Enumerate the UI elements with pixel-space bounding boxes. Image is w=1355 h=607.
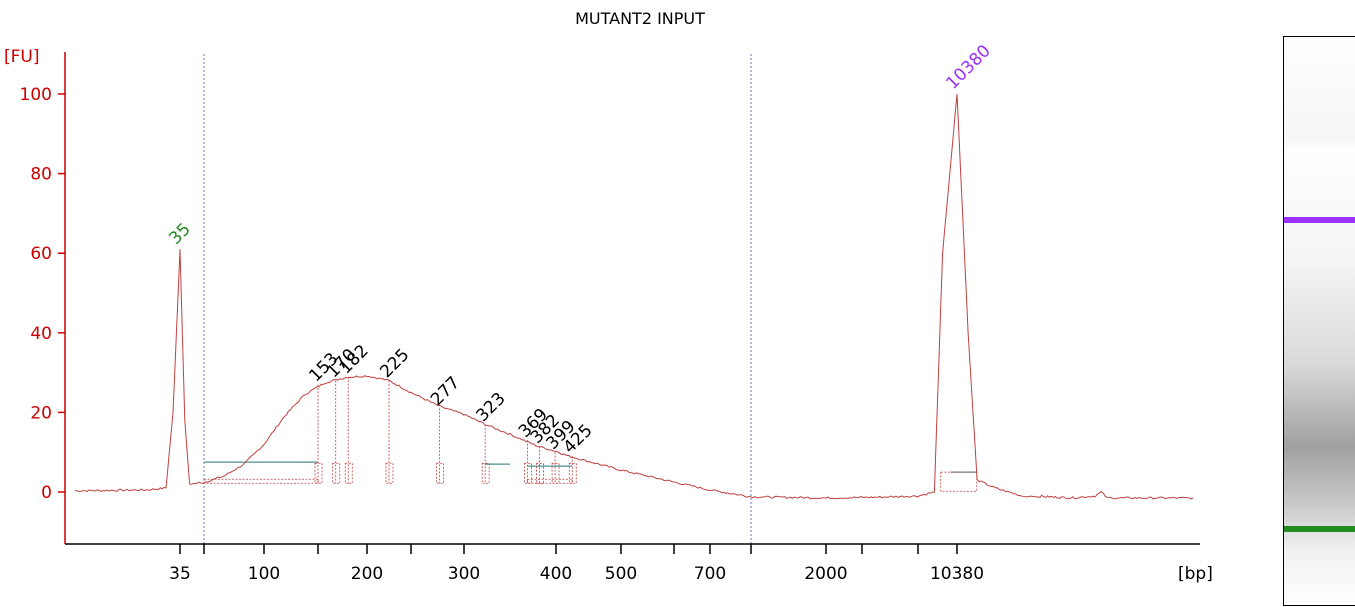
marker-label-35: 35: [165, 219, 194, 248]
peak-box-425: [568, 462, 577, 484]
x-tick-label-300: 300: [448, 564, 480, 584]
gel-lane: [1283, 36, 1355, 606]
x-ticks: 35 100 200 300 400 500 700 2000 10380: [169, 544, 984, 584]
y-tick-label-20: 20: [30, 403, 52, 423]
peak-label-277: 277: [427, 373, 464, 410]
peak-box-323: [481, 462, 490, 484]
y-tick-label-60: 60: [30, 244, 52, 264]
peak-box-382: [536, 462, 544, 484]
region-box-1: [203, 478, 319, 484]
guide-lines: [203, 54, 752, 544]
y-ticks: 0 20 40 60 80 100: [20, 85, 65, 503]
gel-lower-marker-band: [1284, 526, 1355, 532]
x-tick-label-200: 200: [351, 564, 383, 584]
gel-upper-marker-band: [1284, 217, 1355, 223]
peak-box-170: [332, 462, 341, 484]
x-tick-label-500: 500: [605, 564, 637, 584]
y-tick-label-0: 0: [41, 483, 52, 503]
chart-title: MUTANT2 INPUT: [575, 9, 705, 28]
peak-label-323: 323: [473, 389, 510, 426]
peak-box-153: [314, 462, 323, 484]
peak-box-369: [524, 462, 532, 484]
peak-box-399: [551, 462, 560, 484]
x-tick-label-700: 700: [694, 564, 726, 584]
peak-box-182: [344, 462, 353, 484]
x-tick-label-100: 100: [248, 564, 280, 584]
y-unit-label: [FU]: [4, 47, 40, 67]
marker-box-10380: [940, 471, 978, 492]
x-tick-label-35: 35: [169, 564, 191, 584]
peak-box-225: [385, 462, 394, 484]
x-tick-label-2000: 2000: [804, 564, 847, 584]
peak-label-225: 225: [376, 345, 413, 382]
region-box-2: [527, 478, 573, 484]
y-tick-label-40: 40: [30, 324, 52, 344]
trace-layer: [74, 93, 1194, 500]
electropherogram-trace: [74, 93, 1194, 500]
x-unit-label: [bp]: [1178, 564, 1213, 584]
gel-lane-background: [1283, 36, 1355, 606]
y-tick-label-100: 100: [20, 85, 52, 105]
marker-label-10380: 10380: [942, 41, 994, 93]
y-tick-label-80: 80: [30, 165, 52, 185]
peak-box-277: [436, 462, 445, 484]
x-tick-label-10380: 10380: [930, 564, 984, 584]
x-tick-label-400: 400: [540, 564, 572, 584]
